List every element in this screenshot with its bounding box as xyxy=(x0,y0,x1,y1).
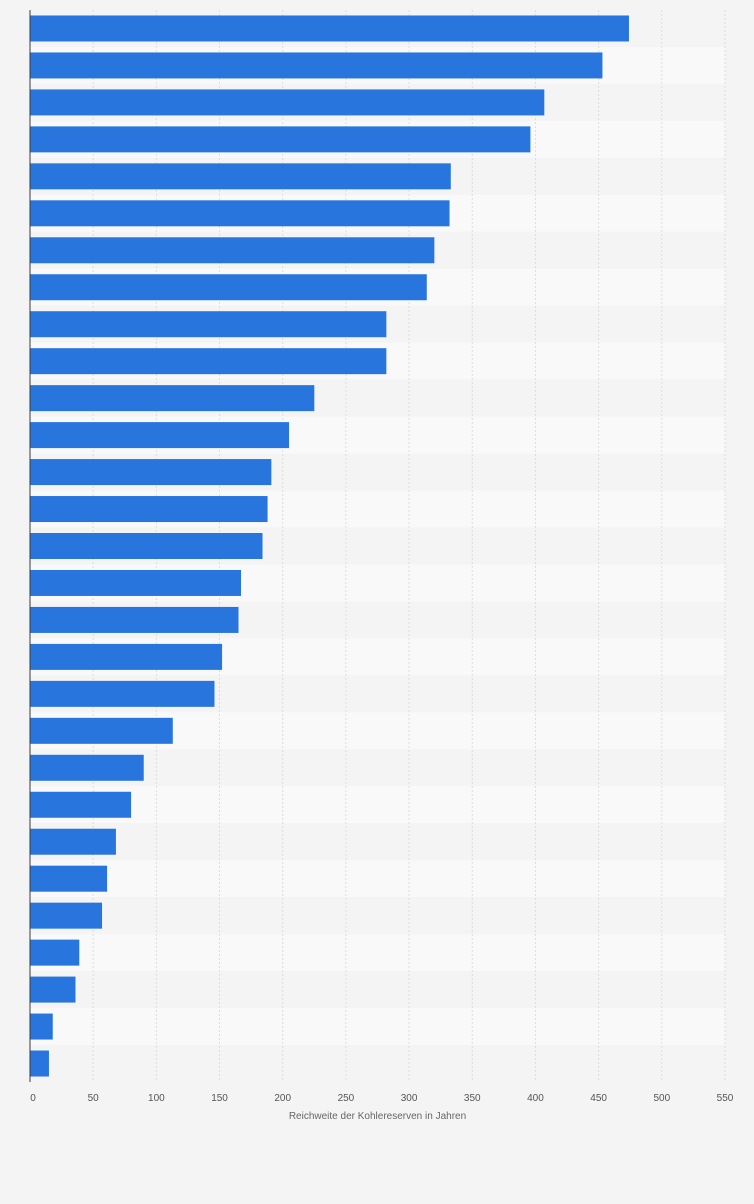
bar xyxy=(30,385,315,412)
bar xyxy=(30,643,223,670)
bar xyxy=(30,163,451,190)
x-tick-label: 550 xyxy=(717,1093,734,1104)
x-tick-label: 400 xyxy=(527,1093,544,1104)
bar xyxy=(30,496,268,523)
x-tick-label: 350 xyxy=(464,1093,481,1104)
bar xyxy=(30,1013,53,1040)
row-band xyxy=(30,971,725,1009)
bar xyxy=(30,459,272,486)
x-tick-label: 450 xyxy=(590,1093,607,1104)
bar xyxy=(30,1050,49,1077)
bar xyxy=(30,89,545,116)
x-tick-label: 250 xyxy=(338,1093,355,1104)
bar xyxy=(30,533,263,559)
row-band xyxy=(30,1045,725,1082)
bar xyxy=(30,606,239,633)
row-band xyxy=(30,749,725,787)
x-axis-title: Reichweite der Kohlereserven in Jahren xyxy=(289,1111,466,1122)
bar xyxy=(30,717,173,744)
row-band xyxy=(30,1008,725,1046)
x-tick-label: 200 xyxy=(274,1093,291,1104)
bar xyxy=(30,828,116,855)
bar xyxy=(30,200,450,227)
bar xyxy=(30,569,242,596)
row-band xyxy=(30,897,725,935)
bar xyxy=(30,865,108,892)
bar xyxy=(30,348,387,375)
x-tick-label: 100 xyxy=(148,1093,165,1104)
bar xyxy=(30,52,603,79)
bar xyxy=(30,939,80,966)
bar xyxy=(30,274,427,301)
bar xyxy=(30,976,76,1003)
x-tick-label: 300 xyxy=(401,1093,418,1104)
row-band xyxy=(30,823,725,861)
x-tick-label: 150 xyxy=(211,1093,228,1104)
x-tick-label: 0 xyxy=(30,1093,36,1104)
bar xyxy=(30,311,387,338)
bar xyxy=(30,15,629,42)
row-band xyxy=(30,786,725,824)
row-band xyxy=(30,934,725,972)
bar xyxy=(30,754,144,781)
bar xyxy=(30,422,290,449)
bar xyxy=(30,680,215,707)
bar xyxy=(30,126,531,153)
row-band xyxy=(30,860,725,898)
bar xyxy=(30,791,132,818)
x-tick-label: 50 xyxy=(88,1093,100,1104)
x-tick-label: 500 xyxy=(653,1093,670,1104)
bar xyxy=(30,902,103,929)
bar xyxy=(30,237,435,264)
